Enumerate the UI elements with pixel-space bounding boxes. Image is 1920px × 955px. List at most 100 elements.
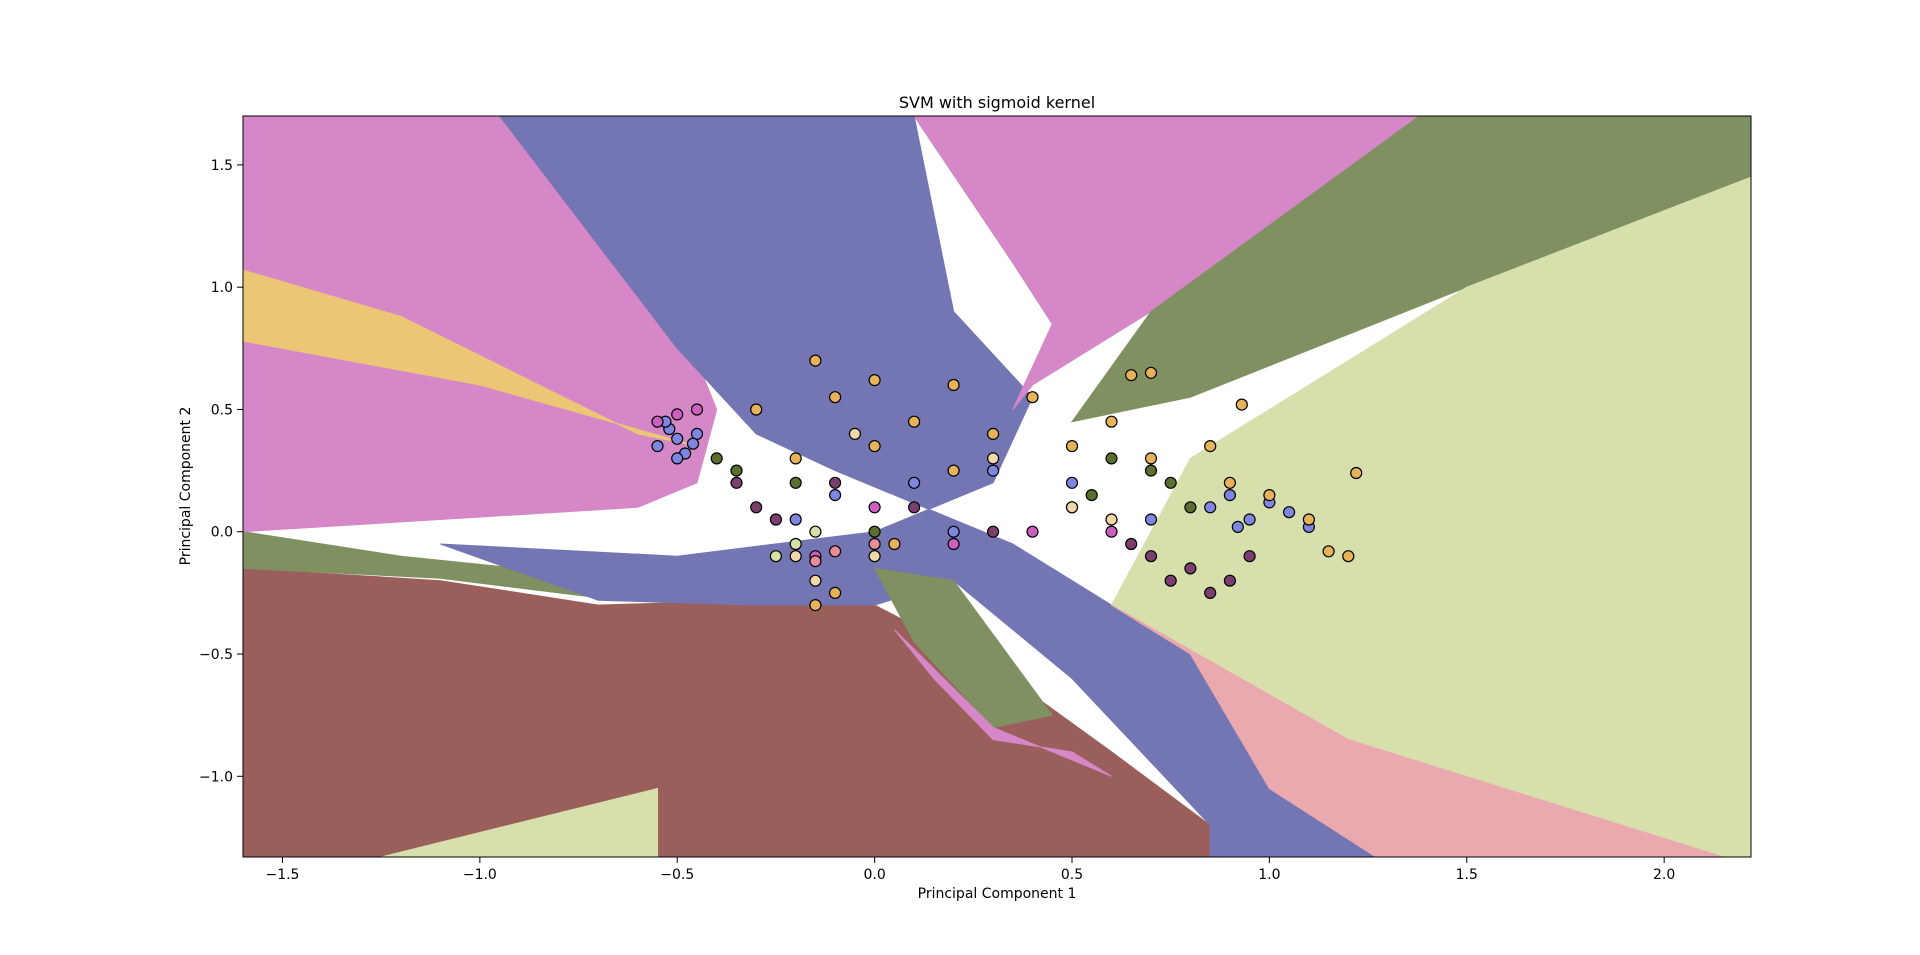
data-point [809, 574, 822, 587]
data-point [1342, 550, 1355, 563]
decision-region-olive-mid [873, 567, 1054, 728]
data-point [809, 525, 822, 538]
data-point [1125, 537, 1138, 551]
data-point [750, 501, 763, 514]
decision-region-yellow-green [381, 787, 658, 857]
data-point [1144, 452, 1158, 465]
data-point [1235, 398, 1248, 411]
data-point [1231, 520, 1244, 534]
data-point [651, 440, 664, 453]
decision-regions [243, 116, 1751, 857]
data-point [1065, 501, 1079, 514]
data-point [1105, 513, 1118, 526]
x-tick-label: −0.5 [660, 867, 694, 883]
data-point [1223, 574, 1237, 587]
x-tick-label: 2.0 [1653, 867, 1675, 883]
y-tick-label: −0.5 [199, 647, 233, 663]
data-point [907, 501, 921, 514]
data-point [1243, 550, 1256, 563]
data-point [710, 452, 723, 465]
data-point [828, 391, 842, 404]
data-point [671, 452, 684, 465]
data-point [868, 537, 881, 551]
data-point [1263, 489, 1276, 502]
data-point [1105, 525, 1118, 538]
data-point [789, 513, 802, 526]
data-point [1204, 586, 1217, 600]
data-point [1302, 513, 1316, 526]
data-point [1243, 513, 1256, 526]
data-point [907, 476, 921, 489]
data-point [651, 415, 664, 428]
data-point [1144, 464, 1158, 477]
x-tick-label: 1.0 [1258, 867, 1280, 883]
data-point [690, 403, 704, 416]
data-point [868, 440, 881, 453]
data-point [947, 378, 960, 392]
data-point [1065, 440, 1079, 453]
x-axis-label: Principal Component 1 [918, 886, 1077, 902]
y-tick-label: 1.5 [211, 158, 233, 174]
plot-frame [242, 115, 1752, 858]
x-tick-label: 1.5 [1456, 867, 1478, 883]
data-point [907, 415, 921, 428]
data-point [947, 537, 960, 551]
data-point [730, 476, 743, 489]
y-tick-label: 0.0 [211, 525, 233, 541]
x-tick-label: 0.0 [863, 867, 885, 883]
decision-region-pink-mid [894, 629, 1112, 777]
data-point [1085, 489, 1098, 502]
data-point [730, 464, 743, 477]
data-point [1204, 440, 1217, 453]
data-point [1282, 506, 1296, 519]
data-point [947, 464, 960, 477]
data-point [686, 437, 700, 450]
data-point [1164, 574, 1177, 587]
data-point [1223, 489, 1237, 502]
data-point [828, 586, 842, 600]
data-point [750, 403, 763, 416]
data-point [1144, 550, 1158, 563]
data-point [1164, 476, 1177, 489]
data-point [986, 464, 1000, 477]
data-point [828, 489, 842, 502]
data-point [1350, 466, 1363, 480]
data-point [1223, 476, 1237, 489]
data-points [651, 354, 1363, 612]
y-tick-label: −1.0 [199, 769, 233, 785]
data-point [848, 427, 862, 440]
data-point [1026, 525, 1039, 538]
y-axis-ticks: −1.0 −0.5 0.0 0.5 1.0 1.5 [199, 158, 243, 785]
data-point [671, 408, 684, 421]
data-point [809, 554, 822, 568]
data-point [769, 550, 783, 563]
data-point [1105, 415, 1118, 428]
data-point [947, 525, 960, 538]
data-point [1125, 369, 1138, 382]
x-tick-label: −1.0 [463, 867, 497, 883]
data-point [828, 476, 842, 489]
data-point [828, 545, 842, 558]
data-point [769, 513, 783, 526]
data-point [888, 537, 901, 551]
data-point [789, 537, 802, 551]
data-point [1026, 391, 1039, 404]
chart-title: SVM with sigmoid kernel [899, 93, 1095, 112]
x-axis-ticks: −1.5 −1.0 −0.5 0.0 0.5 1.0 1.5 2.0 [265, 857, 1675, 883]
data-point [789, 476, 802, 489]
data-point [1144, 513, 1158, 526]
data-point [986, 525, 1000, 538]
data-point [809, 598, 822, 612]
data-point [789, 452, 802, 465]
y-tick-label: 0.5 [211, 402, 233, 418]
data-point [868, 550, 881, 563]
data-point [868, 501, 881, 514]
y-axis-label: Principal Component 2 [178, 407, 194, 566]
y-tick-label: 1.0 [211, 280, 233, 296]
data-point [789, 550, 802, 563]
data-point [671, 432, 684, 445]
decision-region-pink-lower-right [1111, 604, 1724, 857]
x-tick-label: −1.5 [265, 867, 299, 883]
data-point [986, 427, 1000, 440]
